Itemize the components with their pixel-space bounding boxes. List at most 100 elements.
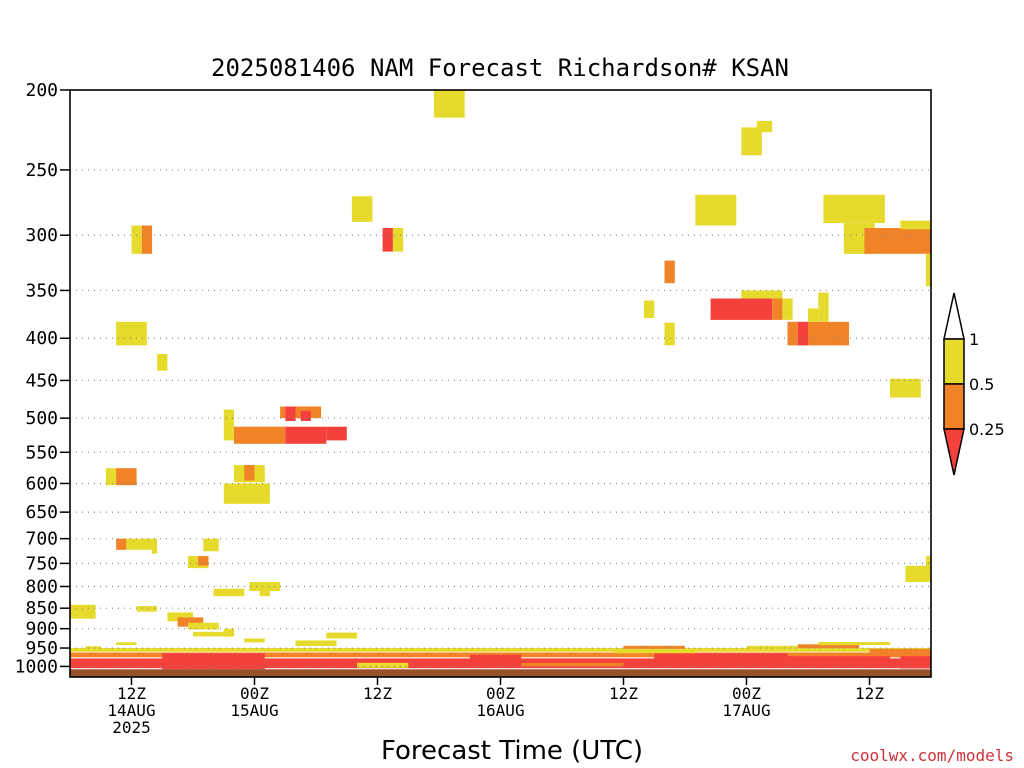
heatmap-cell	[382, 228, 393, 252]
heatmap-cell	[187, 622, 219, 630]
y-tick-label: 800	[25, 576, 58, 597]
x-tick-label: 14AUG	[107, 701, 155, 720]
y-tick-label: 900	[25, 619, 58, 640]
legend-bottom-triangle	[943, 428, 965, 476]
x-axis-label: Forecast Time (UTC)	[381, 736, 643, 766]
heatmap-cell	[162, 653, 265, 670]
y-tick-label: 450	[25, 370, 58, 391]
heatmap-cell	[351, 196, 373, 222]
heatmap-cell	[782, 298, 793, 320]
heatmap-cell	[433, 90, 465, 118]
heatmap-cell	[797, 644, 860, 649]
heatmap-cell	[905, 565, 931, 582]
y-tick-label: 300	[25, 225, 58, 246]
heatmap-cell	[152, 538, 158, 554]
x-tick-label: 12Z	[609, 684, 638, 703]
heatmap-cell	[326, 426, 347, 441]
heatmap-cell	[116, 642, 137, 645]
heatmap-cell	[357, 662, 409, 668]
heatmap-cell	[741, 290, 783, 299]
y-tick-label: 400	[25, 328, 58, 349]
heatmap-cell	[223, 409, 235, 441]
heatmap-cell	[116, 321, 147, 346]
y-tick-label: 250	[25, 160, 58, 181]
heatmap-cell	[141, 225, 153, 254]
y-axis: 200 250 300 350 400 450 500 550 600 650 700 7508008…	[15, 80, 70, 677]
heatmap-cell	[131, 225, 142, 254]
heatmap-cell	[772, 298, 783, 320]
heatmap-cell	[818, 642, 891, 646]
heatmap-cell	[70, 669, 931, 677]
heatmap-cell	[864, 228, 931, 254]
heatmap-cell	[285, 426, 327, 444]
heatmap-cell	[295, 640, 337, 647]
heatmap-cell	[664, 322, 675, 346]
y-tick-label: 600	[25, 473, 58, 494]
heatmap-cell	[234, 426, 286, 444]
heatmap-cell	[925, 556, 931, 567]
heatmap-cell	[157, 354, 168, 371]
legend-label-0.5: 0.5	[969, 375, 994, 394]
heatmap-cell	[710, 298, 773, 320]
heatmap-cell	[756, 120, 773, 133]
chart-grid-layer	[70, 169, 931, 668]
heatmap-cell	[900, 220, 932, 230]
x-tick-label: 00Z	[486, 684, 515, 703]
heatmap-cell	[70, 604, 96, 619]
heatmap-cell	[326, 632, 358, 639]
heatmap-cell	[105, 468, 117, 486]
heatmap-cell	[469, 654, 522, 668]
heatmap-cell	[823, 194, 885, 224]
heatmap-cell	[213, 588, 245, 597]
heatmap-cell	[244, 638, 265, 643]
heatmap-cell	[767, 656, 890, 668]
heatmap-cell	[623, 645, 685, 649]
color-legend: 1 0.5 0.25	[943, 292, 1005, 476]
heatmap-cell	[136, 606, 158, 612]
heatmap-cell	[254, 465, 265, 483]
heatmap-cell	[613, 650, 696, 654]
x-tick-label: 12Z	[363, 684, 392, 703]
y-tick-label: 500	[25, 408, 58, 429]
heatmap-cell	[808, 321, 849, 346]
heatmap-cell	[818, 292, 829, 322]
x-tick-label: 17AUG	[722, 701, 770, 720]
heatmap-cell	[193, 631, 224, 637]
heatmap-cell	[808, 308, 819, 322]
y-tick-label: 700	[25, 529, 58, 550]
heatmap-cell	[521, 662, 624, 667]
heatmap-cell	[644, 300, 655, 318]
heatmap-cell	[167, 612, 193, 622]
legend-swatch-mid	[943, 383, 965, 430]
heatmap-cell	[116, 468, 137, 486]
legend-label-0.25: 0.25	[969, 420, 1005, 439]
legend-label-1: 1	[969, 330, 979, 349]
heatmap-cell	[70, 648, 931, 652]
heatmap-cell	[797, 321, 809, 346]
heatmap-cell	[654, 653, 788, 668]
heatmap-cell	[244, 465, 255, 481]
heatmap-cell	[177, 617, 204, 627]
heatmap-cell	[203, 538, 219, 552]
x-tick-label: 16AUG	[476, 701, 524, 720]
heatmap-cell	[900, 656, 932, 669]
x-tick-label: 2025	[112, 718, 151, 737]
heatmap-cell	[890, 378, 921, 398]
heatmap-cell	[126, 538, 152, 550]
heatmap-cell	[664, 260, 675, 284]
heatmap-cell	[869, 648, 931, 653]
heatmap-cell	[787, 321, 798, 346]
heatmap-cell	[223, 628, 235, 637]
legend-top-triangle	[943, 292, 965, 340]
y-tick-label: 750	[25, 553, 58, 574]
chart-cells-layer	[70, 90, 932, 677]
x-tick-label: 15AUG	[230, 701, 278, 720]
credit-text: coolwx.com/models	[850, 746, 1014, 765]
heatmap-cell	[259, 588, 270, 597]
y-tick-label: 650	[25, 502, 58, 523]
x-tick-label: 00Z	[240, 684, 269, 703]
heatmap-cell	[223, 483, 270, 504]
heatmap-cell	[300, 410, 311, 421]
